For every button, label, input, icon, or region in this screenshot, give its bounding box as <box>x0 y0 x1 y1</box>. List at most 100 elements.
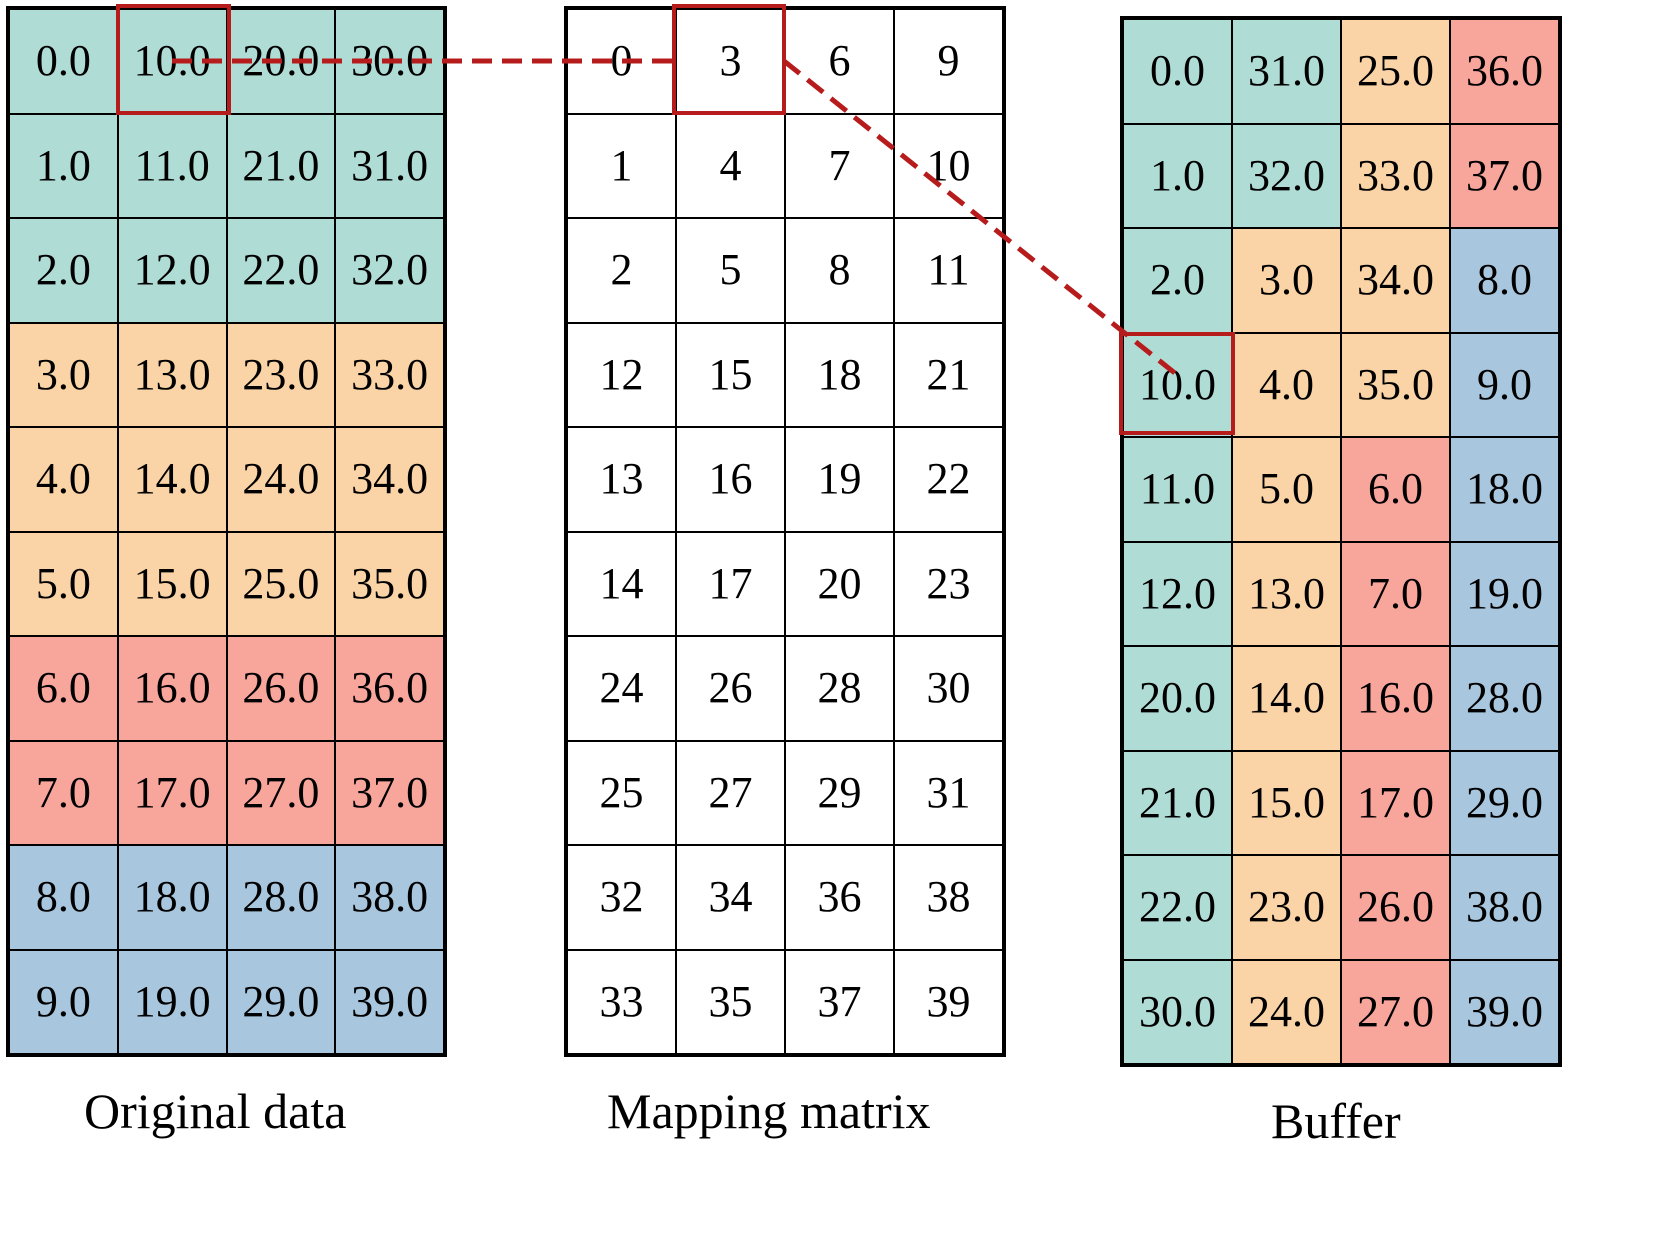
buffer-cell: 33.0 <box>1341 123 1450 228</box>
original-data-cell: 18.0 <box>117 845 227 950</box>
original-data-cell: 4.0 <box>9 427 118 532</box>
mapping-matrix-cell: 10 <box>894 113 1003 218</box>
original-data-cell: 10.0 <box>117 9 227 114</box>
buffer-cell: 4.0 <box>1232 332 1341 437</box>
buffer-caption: Buffer <box>1271 1093 1401 1149</box>
mapping-matrix-cell: 15 <box>676 322 785 427</box>
buffer-cell: 22.0 <box>1123 855 1232 960</box>
buffer-grid: 0.0 31.0 25.0 36.0 1.0 32.0 33.0 37.0 2.0 3.0 34.0… <box>1120 16 1562 1067</box>
original-data-cell: 8.0 <box>9 845 118 950</box>
buffer-cell: 14.0 <box>1232 646 1341 751</box>
original-data-cell: 15.0 <box>117 531 227 636</box>
original-data-cell: 27.0 <box>226 740 336 845</box>
original-data-cell: 25.0 <box>226 531 336 636</box>
buffer-cell: 6.0 <box>1341 437 1450 542</box>
original-data-cell: 17.0 <box>117 740 227 845</box>
buffer-cell: 0.0 <box>1123 19 1232 124</box>
original-data-cell: 6.0 <box>9 636 118 741</box>
buffer-cell: 31.0 <box>1232 19 1341 124</box>
buffer-cell: 8.0 <box>1450 228 1559 333</box>
original-data-cell: 22.0 <box>226 218 336 323</box>
original-data-cell: 29.0 <box>226 949 336 1054</box>
buffer-cell: 1.0 <box>1123 123 1232 228</box>
mapping-matrix-cell: 0 <box>567 9 676 114</box>
mapping-matrix-cell: 32 <box>567 845 676 950</box>
mapping-matrix-cell: 23 <box>894 531 1003 636</box>
buffer-cell: 27.0 <box>1341 959 1450 1064</box>
original-data-cell: 13.0 <box>117 322 227 427</box>
buffer-cell: 35.0 <box>1341 332 1450 437</box>
buffer-cell: 9.0 <box>1450 332 1559 437</box>
mapping-matrix-cell: 28 <box>785 636 894 741</box>
buffer-cell: 20.0 <box>1123 646 1232 751</box>
buffer-cell: 10.0 <box>1123 332 1232 437</box>
buffer-cell: 5.0 <box>1232 437 1341 542</box>
buffer-cell: 26.0 <box>1341 855 1450 960</box>
buffer-cell: 13.0 <box>1232 541 1341 646</box>
mapping-matrix-cell: 30 <box>894 636 1003 741</box>
mapping-matrix-cell: 11 <box>894 218 1003 323</box>
buffer-cell: 3.0 <box>1232 228 1341 333</box>
mapping-matrix-cell: 13 <box>567 427 676 532</box>
mapping-matrix-cell: 4 <box>676 113 785 218</box>
original-data-cell: 3.0 <box>9 322 118 427</box>
mapping-matrix-cell: 7 <box>785 113 894 218</box>
original-data-grid: 0.0 10.0 20.0 30.0 1.0 11.0 21.0 31.0 2.0 12.0 22.… <box>6 6 447 1057</box>
mapping-matrix-cell: 34 <box>676 845 785 950</box>
mapping-matrix-cell: 16 <box>676 427 785 532</box>
mapping-matrix-cell: 39 <box>894 949 1003 1054</box>
buffer-cell: 17.0 <box>1341 750 1450 855</box>
mapping-matrix-cell: 21 <box>894 322 1003 427</box>
original-data-cell: 19.0 <box>117 949 227 1054</box>
original-data-cell: 37.0 <box>335 740 444 845</box>
mapping-matrix-cell: 3 <box>676 9 785 114</box>
buffer-cell: 21.0 <box>1123 750 1232 855</box>
original-data-cell: 24.0 <box>226 427 336 532</box>
mapping-matrix-cell: 29 <box>785 740 894 845</box>
mapping-matrix-cell: 26 <box>676 636 785 741</box>
mapping-matrix-cell: 38 <box>894 845 1003 950</box>
original-data-cell: 12.0 <box>117 218 227 323</box>
buffer-cell: 29.0 <box>1450 750 1559 855</box>
original-data-cell: 35.0 <box>335 531 444 636</box>
mapping-matrix-cell: 5 <box>676 218 785 323</box>
mapping-matrix-cell: 8 <box>785 218 894 323</box>
original-data-cell: 38.0 <box>335 845 444 950</box>
mapping-matrix-cell: 31 <box>894 740 1003 845</box>
buffer-cell: 30.0 <box>1123 959 1232 1064</box>
buffer-cell: 38.0 <box>1450 855 1559 960</box>
buffer-cell: 23.0 <box>1232 855 1341 960</box>
original-data-cell: 34.0 <box>335 427 444 532</box>
mapping-matrix-cell: 2 <box>567 218 676 323</box>
original-data-cell: 2.0 <box>9 218 118 323</box>
mapping-matrix-caption: Mapping matrix <box>607 1083 931 1139</box>
buffer-cell: 19.0 <box>1450 541 1559 646</box>
original-data-cell: 21.0 <box>226 113 336 218</box>
buffer-cell: 2.0 <box>1123 228 1232 333</box>
original-data-cell: 30.0 <box>335 9 444 114</box>
mapping-matrix-cell: 14 <box>567 531 676 636</box>
mapping-matrix-cell: 17 <box>676 531 785 636</box>
mapping-matrix-cell: 20 <box>785 531 894 636</box>
original-data-cell: 16.0 <box>117 636 227 741</box>
original-data-cell: 23.0 <box>226 322 336 427</box>
buffer-cell: 7.0 <box>1341 541 1450 646</box>
original-data-cell: 26.0 <box>226 636 336 741</box>
buffer-cell: 34.0 <box>1341 228 1450 333</box>
original-data-cell: 5.0 <box>9 531 118 636</box>
mapping-matrix-cell: 36 <box>785 845 894 950</box>
mapping-matrix-cell: 22 <box>894 427 1003 532</box>
original-data-cell: 31.0 <box>335 113 444 218</box>
mapping-matrix-cell: 9 <box>894 9 1003 114</box>
buffer-cell: 28.0 <box>1450 646 1559 751</box>
original-data-cell: 9.0 <box>9 949 118 1054</box>
original-data-cell: 14.0 <box>117 427 227 532</box>
buffer-cell: 15.0 <box>1232 750 1341 855</box>
original-data-cell: 1.0 <box>9 113 118 218</box>
mapping-matrix-grid: 0 3 6 9 1 4 7 10 2 5 8 11 12 15 18 21 13 16 19 22 14 17 20 23 24… <box>564 6 1006 1057</box>
original-data-cell: 32.0 <box>335 218 444 323</box>
buffer-cell: 11.0 <box>1123 437 1232 542</box>
mapping-matrix-cell: 24 <box>567 636 676 741</box>
mapping-matrix-cell: 33 <box>567 949 676 1054</box>
mapping-matrix-cell: 6 <box>785 9 894 114</box>
